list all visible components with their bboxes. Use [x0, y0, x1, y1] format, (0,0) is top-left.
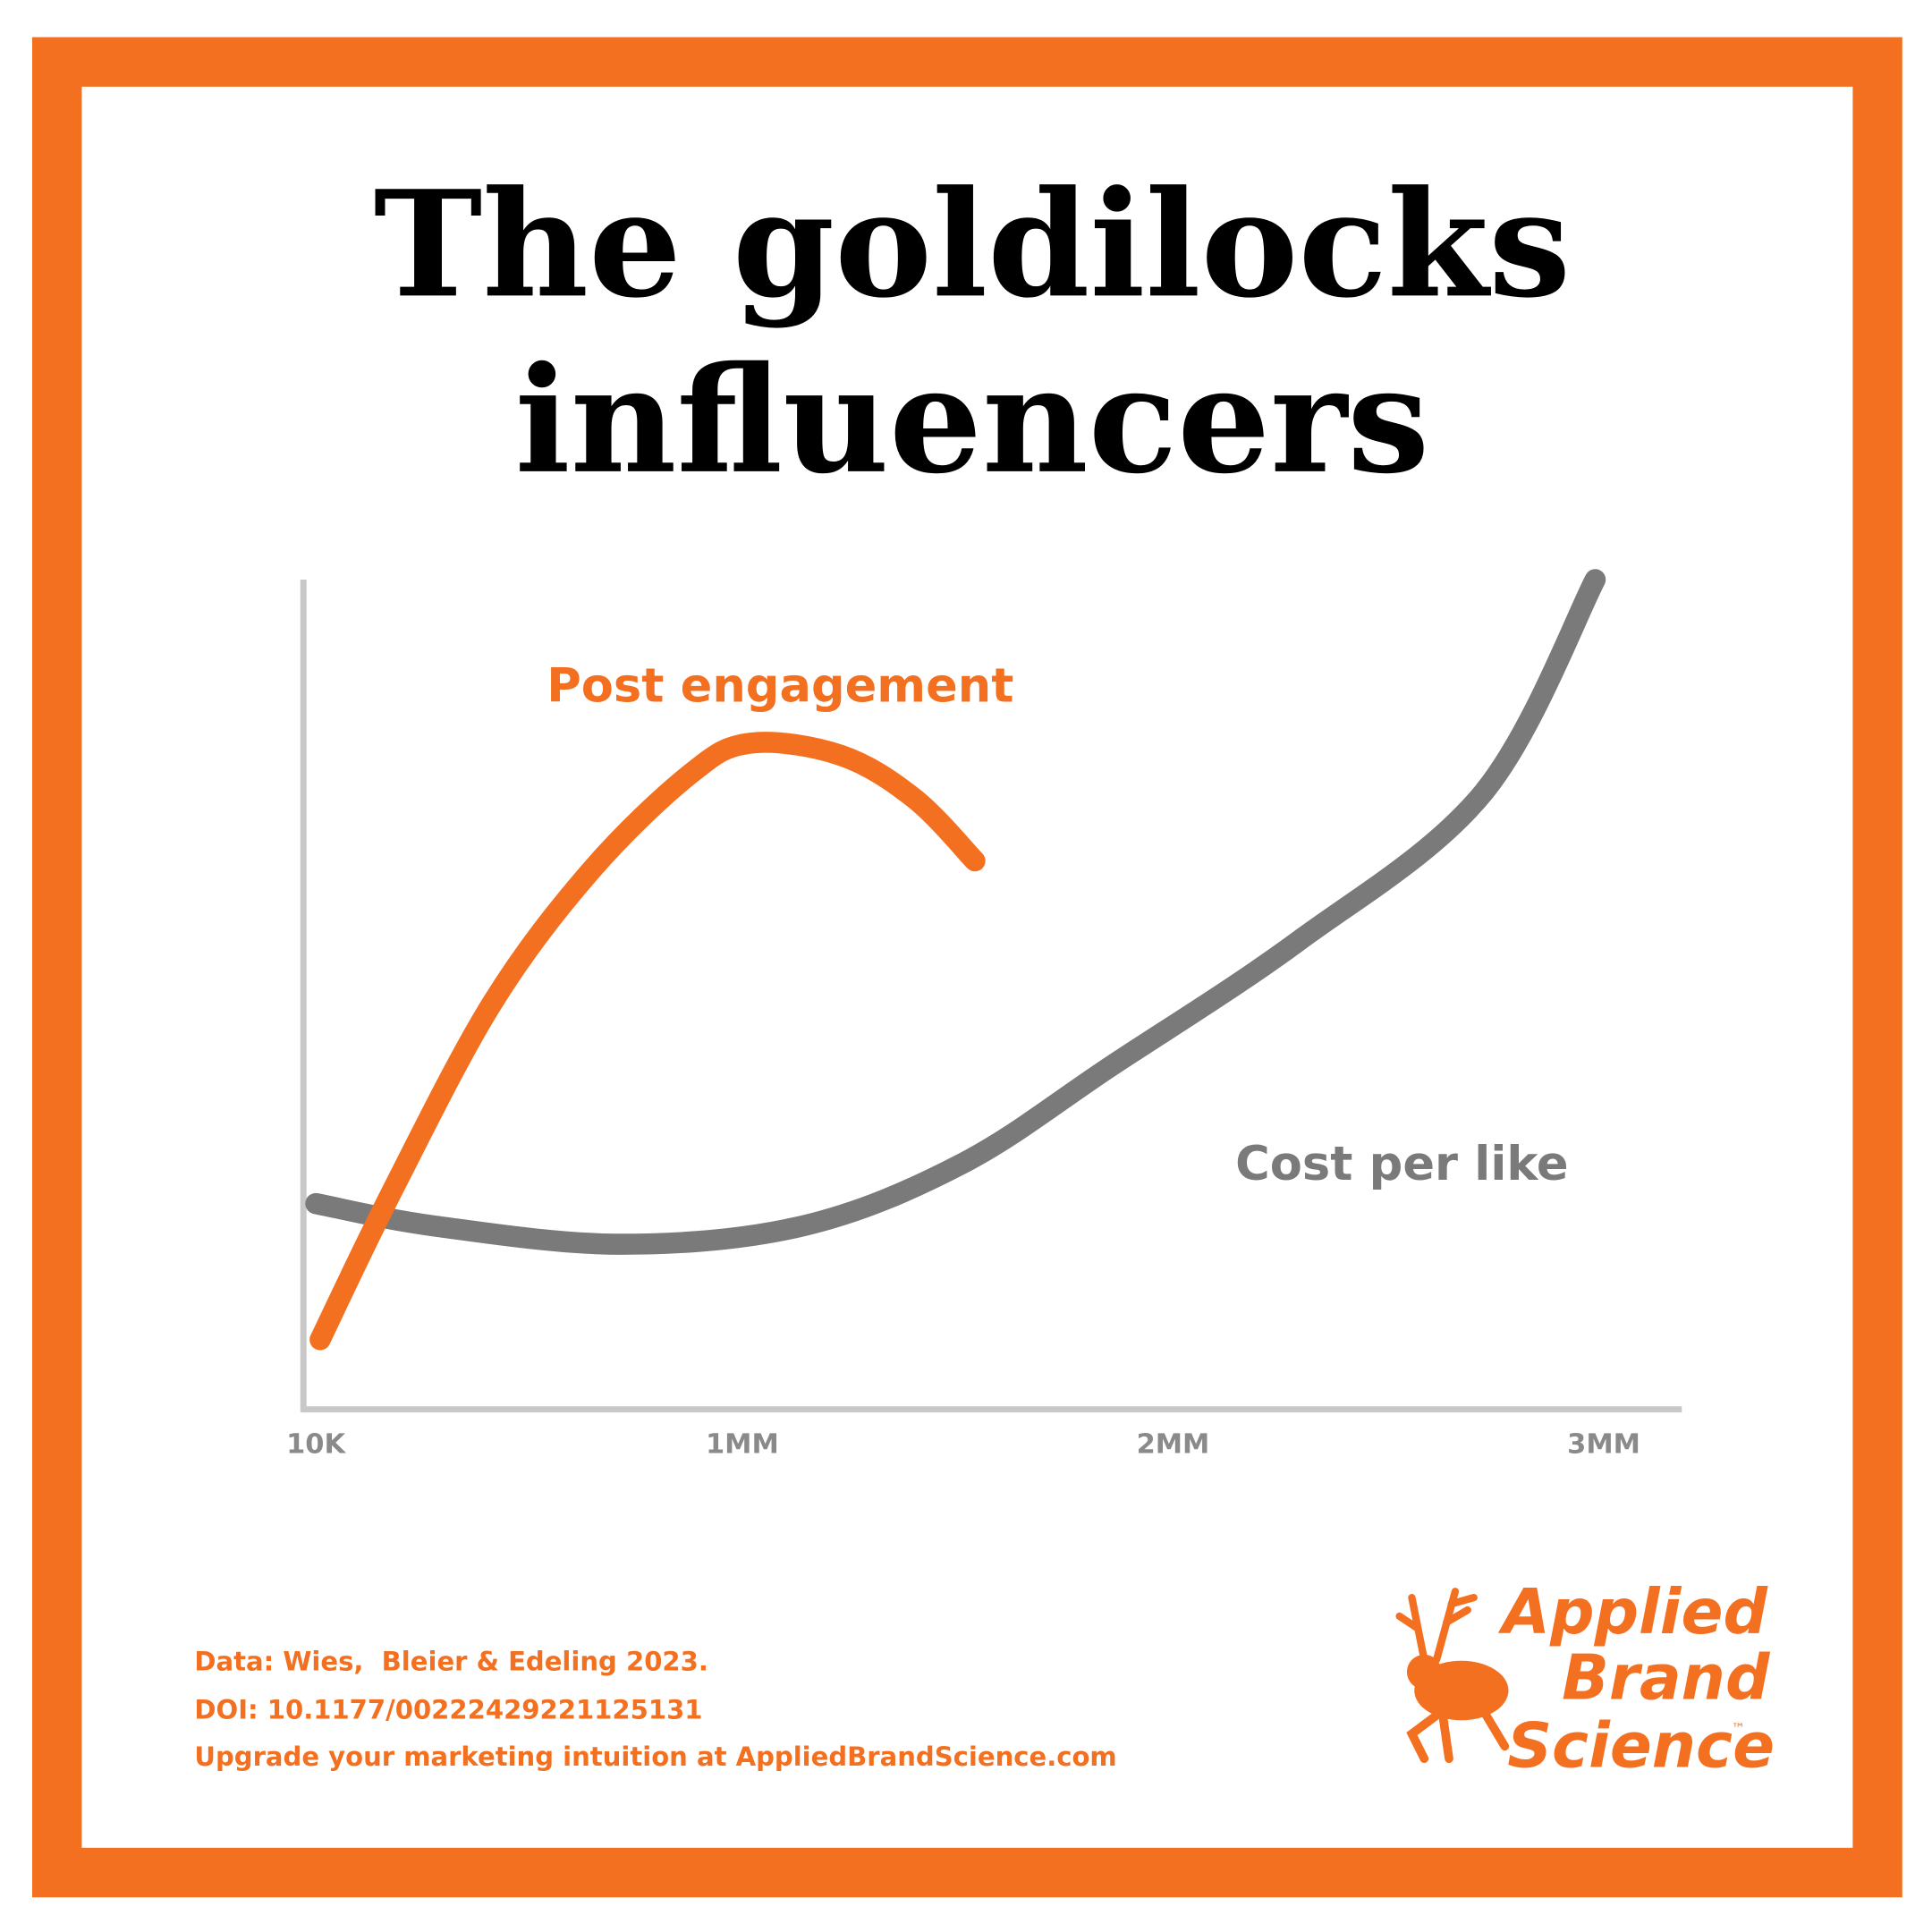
logo-trademark: ™ — [1732, 1720, 1745, 1736]
x-tick-label: 1MM — [706, 1428, 779, 1460]
chart-title: The goldilocks — [374, 158, 1571, 330]
footer-line: Data: Wies, Bleier & Edeling 2023. — [194, 1647, 708, 1677]
x-tick-label: 2MM — [1137, 1428, 1210, 1460]
line — [305, 569, 1606, 1255]
x-tick-label: 10K — [286, 1428, 346, 1460]
x-tick-label: 3MM — [1567, 1428, 1640, 1460]
line — [309, 732, 986, 1351]
series-label: Post engagement — [547, 658, 1013, 713]
chart-title: influencers — [515, 335, 1430, 506]
logo-text: Applied — [1497, 1577, 1768, 1648]
series-label: Cost per like — [1235, 1137, 1568, 1191]
logo-mark — [1395, 1588, 1510, 1763]
logo-text: Brand — [1562, 1642, 1771, 1714]
footer-line: DOI: 10.1177/00222429221125131 — [194, 1695, 702, 1725]
footer-line: Upgrade your marketing intuition at Appl… — [194, 1741, 1116, 1772]
frame — [32, 37, 1902, 1898]
logo-text: Science — [1507, 1710, 1775, 1782]
